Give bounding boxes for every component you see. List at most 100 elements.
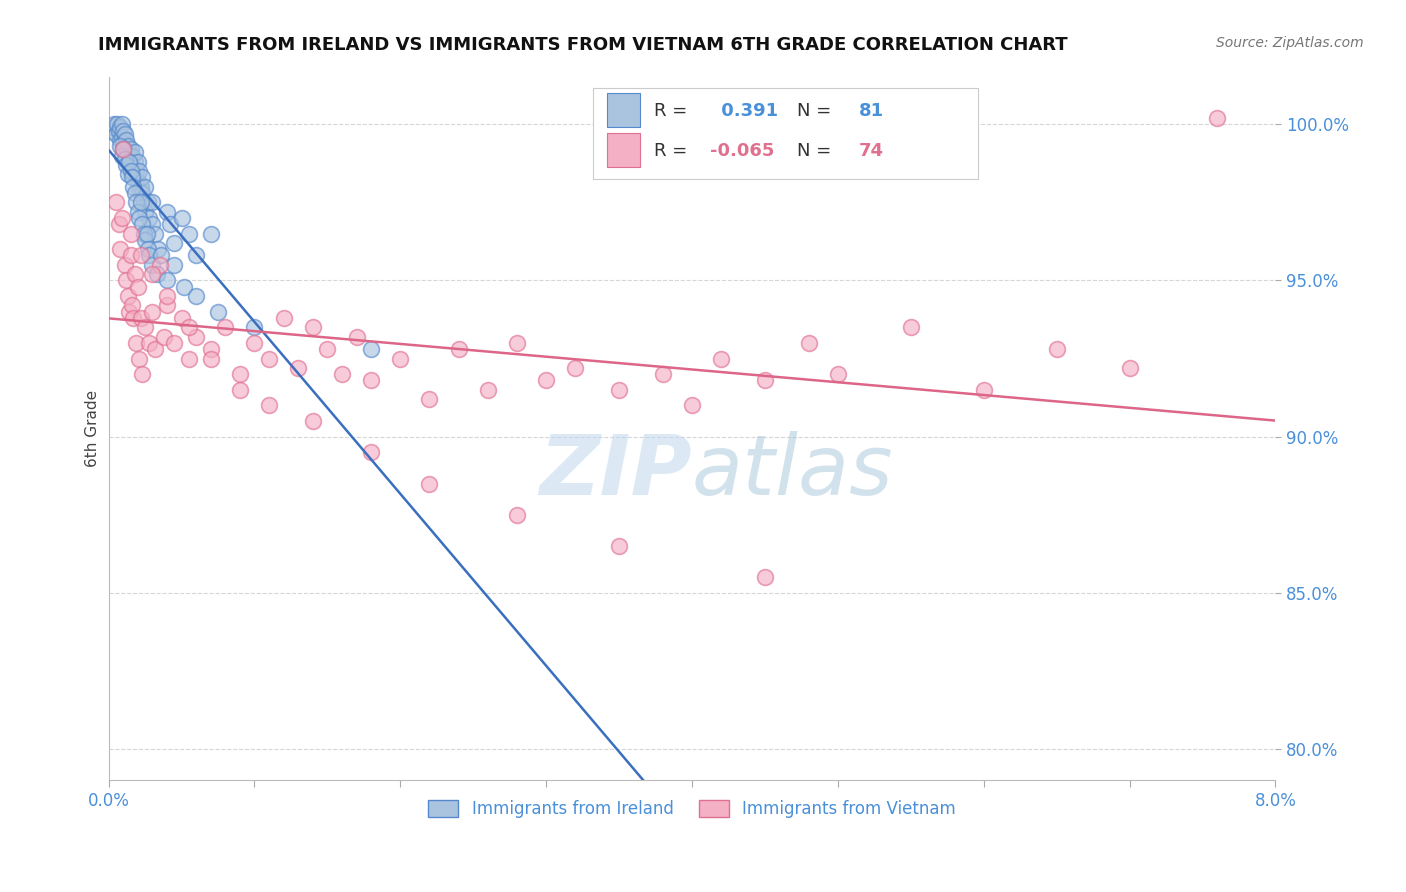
Point — [506, 508, 529, 522]
Text: atlas: atlas — [692, 431, 894, 511]
Point — [110, 139, 132, 153]
Point — [135, 227, 157, 241]
Point — [710, 351, 733, 366]
Point — [177, 351, 200, 366]
Text: Source: ZipAtlas.com: Source: ZipAtlas.com — [1216, 36, 1364, 50]
Point — [360, 374, 382, 388]
Point — [131, 368, 153, 382]
Point — [827, 368, 849, 382]
Point — [607, 383, 630, 397]
Point — [200, 351, 222, 366]
Point — [132, 227, 155, 241]
Point — [124, 267, 146, 281]
Point — [110, 242, 132, 256]
Point — [118, 154, 141, 169]
Point — [112, 123, 135, 137]
Point — [122, 310, 145, 325]
Point — [287, 361, 309, 376]
Point — [243, 320, 266, 334]
Point — [754, 570, 776, 584]
Point — [170, 310, 193, 325]
Point — [506, 335, 529, 350]
Point — [125, 164, 148, 178]
Point — [121, 148, 143, 162]
Point — [163, 235, 186, 250]
Point — [117, 289, 139, 303]
Point — [111, 211, 134, 225]
Point — [127, 154, 149, 169]
Point — [122, 179, 145, 194]
Point — [117, 167, 139, 181]
Point — [316, 342, 339, 356]
Point — [115, 133, 138, 147]
Point — [273, 310, 295, 325]
Point — [125, 195, 148, 210]
Point — [120, 142, 142, 156]
Point — [117, 154, 139, 169]
Point — [1206, 111, 1229, 125]
Point — [477, 383, 499, 397]
Point — [159, 217, 181, 231]
Point — [681, 399, 703, 413]
Point — [149, 258, 172, 272]
Point — [156, 298, 179, 312]
Point — [346, 329, 368, 343]
Point — [229, 368, 252, 382]
Point — [124, 186, 146, 200]
Point — [136, 242, 159, 256]
Point — [301, 414, 323, 428]
Point — [112, 142, 135, 156]
Point — [138, 335, 160, 350]
Point — [114, 152, 136, 166]
Legend: Immigrants from Ireland, Immigrants from Vietnam: Immigrants from Ireland, Immigrants from… — [422, 793, 962, 825]
Point — [143, 227, 166, 241]
Text: R =: R = — [654, 103, 693, 120]
Point — [115, 158, 138, 172]
Point — [134, 233, 156, 247]
Point — [257, 399, 280, 413]
Point — [797, 335, 820, 350]
Point — [112, 142, 135, 156]
Point — [150, 248, 173, 262]
Point — [177, 227, 200, 241]
FancyBboxPatch shape — [607, 93, 640, 127]
Point — [134, 320, 156, 334]
Point — [132, 195, 155, 210]
Text: -0.065: -0.065 — [710, 142, 773, 161]
Point — [207, 304, 229, 318]
Point — [129, 179, 152, 194]
Point — [124, 154, 146, 169]
Point — [418, 476, 440, 491]
Point — [754, 374, 776, 388]
Point — [105, 117, 128, 131]
Point — [153, 329, 176, 343]
Point — [177, 320, 200, 334]
Point — [110, 120, 132, 135]
Point — [141, 195, 163, 210]
Point — [103, 117, 125, 131]
Point — [110, 133, 132, 147]
Point — [131, 170, 153, 185]
Point — [330, 368, 353, 382]
FancyBboxPatch shape — [593, 88, 979, 179]
Point — [127, 279, 149, 293]
Point — [121, 170, 143, 185]
Point — [156, 273, 179, 287]
Point — [125, 335, 148, 350]
Point — [120, 164, 142, 178]
Text: R =: R = — [654, 142, 693, 161]
Point — [131, 186, 153, 200]
Point — [122, 170, 145, 185]
Text: 0.391: 0.391 — [716, 103, 779, 120]
Point — [118, 304, 141, 318]
Point — [200, 342, 222, 356]
Point — [108, 123, 131, 137]
Point — [418, 392, 440, 407]
Point — [131, 217, 153, 231]
Point — [114, 142, 136, 156]
Point — [534, 374, 557, 388]
Point — [129, 310, 152, 325]
Point — [111, 148, 134, 162]
Text: N =: N = — [797, 142, 837, 161]
Point — [114, 258, 136, 272]
